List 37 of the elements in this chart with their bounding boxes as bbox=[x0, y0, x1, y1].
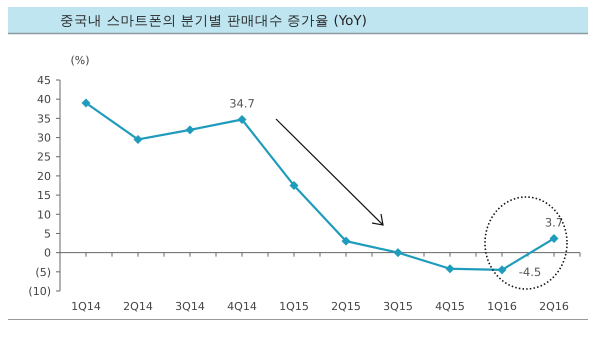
x-tick-label: 1Q14 bbox=[71, 300, 101, 313]
x-tick-label: 1Q16 bbox=[487, 300, 517, 313]
x-tick-label: 2Q16 bbox=[539, 300, 569, 313]
point bbox=[290, 181, 298, 190]
y-axis-title: (%) bbox=[70, 54, 90, 67]
y-tick-label: (10) bbox=[28, 285, 51, 298]
y-tick-label: 40 bbox=[37, 93, 51, 106]
x-tick-label: 3Q15 bbox=[383, 300, 413, 313]
point bbox=[498, 265, 506, 274]
point bbox=[238, 115, 246, 124]
y-tick-label: 45 bbox=[37, 74, 51, 87]
x-tick-label: 4Q14 bbox=[227, 300, 257, 313]
y-tick-label: 30 bbox=[37, 132, 51, 145]
y-tick-label: 15 bbox=[37, 189, 51, 202]
x-tick-label: 3Q14 bbox=[175, 300, 205, 313]
y-tick-label: 0 bbox=[44, 246, 51, 260]
y-tick-label: (5) bbox=[35, 266, 51, 279]
point bbox=[446, 264, 454, 274]
point bbox=[342, 236, 350, 246]
point bbox=[134, 134, 142, 144]
data-label: -4.5 bbox=[518, 264, 542, 279]
y-tick-label: 35 bbox=[37, 112, 51, 126]
point bbox=[186, 125, 194, 134]
x-tick-label: 2Q14 bbox=[123, 300, 153, 313]
y-tick-label: 10 bbox=[37, 208, 51, 222]
point bbox=[82, 98, 90, 108]
chart-title: 중국내 스마트폰의 분기별 판매대수 증가율 (YoY) bbox=[60, 13, 367, 29]
y-tick-label: 20 bbox=[37, 170, 51, 183]
point bbox=[394, 248, 402, 258]
y-tick-label: 25 bbox=[37, 150, 51, 164]
data-label: 34.7 bbox=[229, 96, 255, 111]
data-label: 3.7 bbox=[544, 215, 564, 230]
point bbox=[550, 234, 558, 243]
y-tick-label: 5 bbox=[44, 227, 51, 240]
x-tick-label: 1Q15 bbox=[279, 300, 309, 313]
x-tick-label: 4Q15 bbox=[435, 300, 465, 313]
x-tick-label: 2Q15 bbox=[331, 300, 361, 313]
